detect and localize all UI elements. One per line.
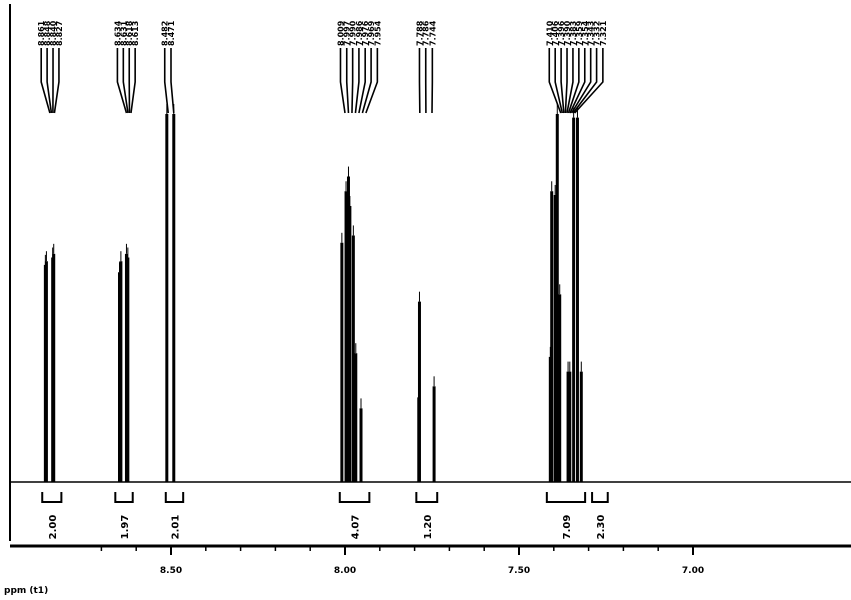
x-tick-label: 7.00 — [682, 566, 704, 576]
peak-label-leader — [565, 48, 567, 113]
integral-value: 2.01 — [170, 515, 181, 540]
peak-label: 8.827 — [55, 21, 64, 46]
x-tick-label: 8.00 — [334, 566, 356, 576]
integral-bracket — [166, 492, 183, 502]
peak-label: 7.744 — [428, 20, 437, 46]
peak-label-leader — [347, 48, 349, 113]
integral-bracket — [592, 492, 608, 502]
integral-bracket — [340, 492, 370, 502]
integral-bracket — [42, 492, 61, 502]
spectrum-layer — [10, 104, 851, 482]
x-tick-label: 8.50 — [160, 566, 182, 576]
integral-value: 1.97 — [120, 515, 131, 540]
integral-bracket — [547, 492, 585, 502]
peak-label: 8.471 — [167, 20, 176, 46]
peak-label-leader — [171, 48, 174, 113]
peak-label-leader — [54, 48, 59, 113]
peak-label-leader — [41, 48, 50, 113]
integral-value: 7.09 — [562, 515, 573, 540]
axis-layer: ppm (t1) 8.50 8.00 7.50 7.00 — [4, 4, 851, 596]
peak-label-leader — [355, 48, 358, 113]
peak-label-leader — [561, 48, 564, 113]
integral-bracket — [115, 492, 132, 502]
integral-value: 2.00 — [48, 515, 59, 540]
peak-label-leader — [131, 48, 135, 113]
integral-layer: 2.00 1.97 2.01 4.07 1.20 7.09 2.30 — [42, 492, 608, 539]
peak-label-leader — [340, 48, 345, 113]
x-axis-label: ppm (t1) — [4, 586, 48, 596]
peak-label-leader — [117, 48, 126, 113]
peak-label-leader — [359, 48, 365, 113]
peak-label: 7.954 — [373, 20, 382, 46]
integral-bracket — [416, 492, 437, 502]
integral-value: 1.20 — [423, 515, 434, 540]
peak-label-leader — [165, 48, 168, 113]
peak-label: 8.613 — [131, 21, 140, 46]
integral-value: 4.07 — [351, 515, 362, 540]
peak-label-leader — [352, 48, 353, 113]
peak-label: 7.321 — [599, 20, 608, 46]
x-tick-label: 7.50 — [508, 566, 530, 576]
integral-value: 2.30 — [596, 515, 607, 540]
